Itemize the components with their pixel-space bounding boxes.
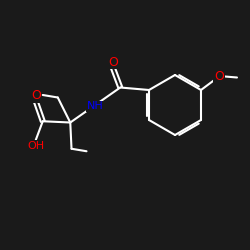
Text: OH: OH bbox=[27, 140, 44, 150]
Text: O: O bbox=[31, 89, 41, 102]
Text: O: O bbox=[108, 56, 118, 68]
Text: O: O bbox=[214, 70, 224, 83]
Text: NH: NH bbox=[87, 101, 104, 111]
